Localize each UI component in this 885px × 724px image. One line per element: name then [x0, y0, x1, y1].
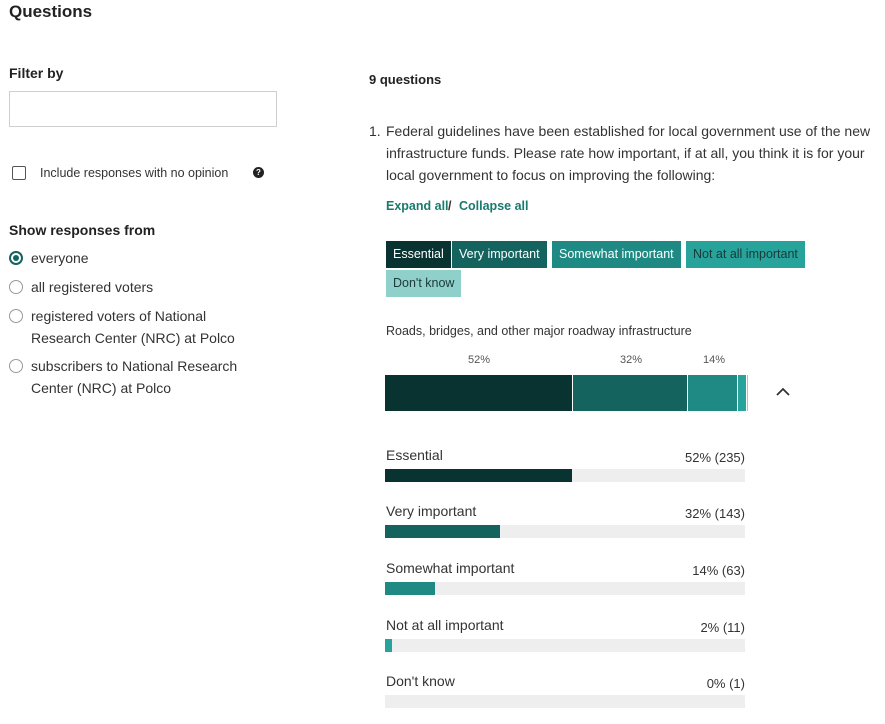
response-label-somewhat-important: Somewhat important	[386, 560, 515, 576]
percent-label-very-important: 32%	[619, 354, 643, 366]
response-track-not-at-all-important	[385, 639, 745, 652]
response-track-dont-know	[385, 695, 745, 708]
legend-not-at-all-important: Not at all important	[686, 241, 805, 268]
radio-label-all-registered-voters: all registered voters	[31, 279, 154, 295]
stacked-segment-essential	[385, 375, 573, 411]
response-track-very-important	[385, 525, 745, 538]
legend-dont-know: Don't know	[386, 270, 462, 297]
response-fill-essential	[385, 469, 572, 482]
response-label-essential: Essential	[386, 447, 443, 463]
response-fill-somewhat-important	[385, 582, 435, 595]
response-value-not-at-all-important: 2% (11)	[700, 620, 745, 635]
radio-label-subscribers-nrc: subscribers to National Research Center …	[31, 358, 238, 396]
link-separator: /	[448, 199, 452, 213]
item-label: Roads, bridges, and other major roadway …	[386, 324, 692, 338]
expand-all-link[interactable]: Expand all	[386, 199, 449, 213]
question-number: 1.	[369, 123, 381, 139]
filter-input[interactable]	[9, 91, 277, 127]
question-count: 9 questions	[369, 72, 442, 87]
radio-label-registered-voters-nrc: registered voters of National Research C…	[31, 308, 235, 346]
response-value-very-important: 32% (143)	[685, 506, 745, 521]
help-icon[interactable]: ?	[253, 167, 264, 178]
stacked-bar	[385, 375, 748, 411]
stacked-segment-somewhat-important	[688, 375, 738, 411]
radio-all-registered-voters[interactable]	[9, 280, 23, 294]
show-responses-label: Show responses from	[9, 222, 156, 238]
response-value-somewhat-important: 14% (63)	[692, 563, 745, 578]
legend-very-important: Very important	[452, 241, 547, 268]
page-title: Questions	[9, 2, 93, 21]
radio-label-everyone: everyone	[31, 250, 89, 266]
response-label-dont-know: Don't know	[386, 673, 455, 689]
legend-somewhat-important: Somewhat important	[552, 241, 681, 268]
legend-essential: Essential	[386, 241, 451, 268]
percent-label-essential: 52%	[467, 354, 491, 366]
stacked-segment-not-at-all-important	[738, 375, 747, 411]
response-track-somewhat-important	[385, 582, 745, 595]
percent-label-somewhat-important: 14%	[702, 354, 726, 366]
radio-subscribers-nrc[interactable]	[9, 359, 23, 373]
response-label-not-at-all-important: Not at all important	[386, 617, 504, 633]
collapse-all-link[interactable]: Collapse all	[459, 199, 529, 213]
response-value-dont-know: 0% (1)	[706, 676, 745, 691]
include-no-opinion-checkbox[interactable]	[12, 166, 26, 180]
response-fill-very-important	[385, 525, 500, 538]
stacked-segment-very-important	[573, 375, 688, 411]
response-value-essential: 52% (235)	[685, 450, 745, 465]
response-fill-not-at-all-important	[385, 639, 392, 652]
chevron-up-icon[interactable]	[776, 381, 790, 402]
filter-by-label: Filter by	[9, 65, 64, 81]
include-no-opinion-label: Include responses with no opinion	[40, 166, 229, 180]
stacked-segment-dont-know	[747, 375, 748, 411]
response-label-very-important: Very important	[386, 503, 477, 519]
question-text: Federal guidelines have been established…	[386, 123, 871, 183]
response-track-essential	[385, 469, 745, 482]
radio-everyone[interactable]	[9, 251, 23, 265]
radio-registered-voters-nrc[interactable]	[9, 309, 23, 323]
